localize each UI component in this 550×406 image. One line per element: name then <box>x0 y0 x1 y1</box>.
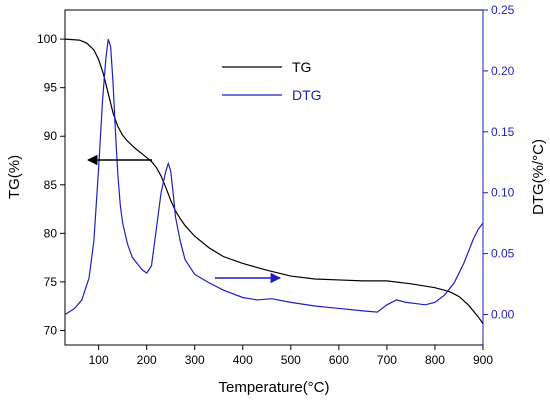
tg-series-line <box>64 38 484 324</box>
right-y-tick-label: 0.00 <box>491 308 515 322</box>
right-y-tick-label: 0.20 <box>491 64 515 78</box>
legend-dtg-label: DTG <box>292 87 322 103</box>
x-axis: 100 200 300 400 500 600 700 800 900 <box>89 345 493 367</box>
left-y-tick-label: 85 <box>44 178 58 192</box>
left-y-tick-label: 80 <box>44 226 58 240</box>
x-tick-label: 100 <box>89 353 109 367</box>
x-tick-label: 600 <box>329 353 349 367</box>
x-tick-label: 900 <box>473 353 493 367</box>
x-tick-label: 700 <box>377 353 397 367</box>
x-tick-label: 800 <box>425 353 445 367</box>
left-y-tick-label: 90 <box>44 129 58 143</box>
left-y-axis-title: TG(%) <box>6 155 23 199</box>
right-y-axis-title: DTG(%/°C) <box>530 139 547 215</box>
plot-frame <box>64 9 484 346</box>
right-y-tick-label: 0.15 <box>491 125 515 139</box>
left-y-tick-label: 75 <box>44 275 58 289</box>
x-axis-title: Temperature(°C) <box>218 379 329 396</box>
right-y-tick-label: 0.05 <box>491 247 515 261</box>
legend-tg-label: TG <box>292 59 311 75</box>
left-y-tick-label: 95 <box>44 81 58 95</box>
left-y-tick-label: 100 <box>37 32 57 46</box>
dtg-series-line <box>64 39 484 316</box>
legend: TG DTG <box>222 59 322 103</box>
right-y-axis: 0.00 0.05 0.10 0.15 0.20 0.25 <box>482 3 515 345</box>
left-y-tick-label: 70 <box>44 323 58 337</box>
left-y-axis: 70 75 80 85 90 95 100 <box>37 32 65 337</box>
x-tick-label: 200 <box>137 353 157 367</box>
right-y-tick-label: 0.10 <box>491 186 515 200</box>
x-tick-label: 400 <box>233 353 253 367</box>
right-y-tick-label: 0.25 <box>491 3 515 17</box>
x-tick-label: 300 <box>185 353 205 367</box>
x-tick-label: 500 <box>281 353 301 367</box>
